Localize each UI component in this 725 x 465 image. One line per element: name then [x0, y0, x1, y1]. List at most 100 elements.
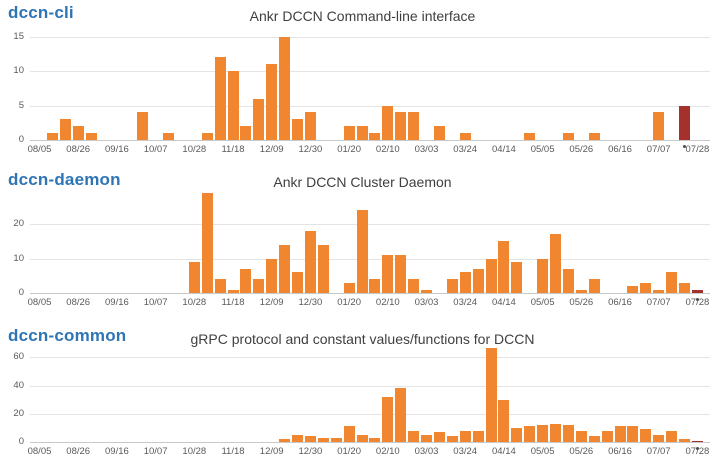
x-axis-label-05/05: 05/05: [530, 144, 555, 155]
y-axis-label: 20: [13, 407, 24, 419]
x-axis-label-12/09: 12/09: [259, 144, 284, 155]
y-axis-label: 10: [13, 252, 24, 264]
highlight-bar-07/28: [691, 440, 703, 442]
bar-02/10: [382, 105, 394, 140]
bar-07/21: [679, 439, 690, 442]
x-axis-label-01/20: 01/20: [337, 297, 361, 308]
x-axis-label-06/16: 06/16: [608, 144, 632, 155]
bar-11/18: [227, 289, 239, 293]
chart-title-dccn-cli: Ankr DCCN Command-line interface: [249, 8, 476, 24]
bar-03/10: [433, 126, 445, 140]
bar-02/10: [382, 255, 394, 293]
x-axis-label-06/16: 06/16: [608, 297, 632, 308]
x-axis-label-02/10: 02/10: [375, 297, 400, 308]
current-week-dot: [695, 446, 699, 450]
bar-04/07: [485, 258, 497, 293]
bar-05/19: [562, 425, 574, 442]
x-axis-label-07/28: 07/28: [685, 144, 710, 155]
bar-02/03: [369, 133, 381, 140]
repo-link-dccn-daemon[interactable]: dccn-daemon: [8, 170, 121, 189]
x-axis-label-11/18: 11/18: [221, 144, 245, 155]
gridline-y20: [30, 413, 710, 415]
bar-05/05: [537, 258, 549, 293]
bar-02/03: [369, 437, 381, 442]
x-axis-label-01/20: 01/20: [337, 446, 361, 457]
gridline-y5: [30, 105, 710, 107]
bar-03/31: [472, 268, 484, 293]
current-week-dot: [695, 297, 699, 301]
gridline-y10: [30, 71, 710, 72]
y-axis-label: 15: [13, 30, 24, 42]
bar-12/23: [292, 434, 303, 442]
bar-02/24: [408, 112, 420, 140]
bar-11/25: [240, 126, 252, 140]
x-axis-label-05/26: 05/26: [569, 297, 594, 308]
bar-04/21: [511, 427, 523, 442]
bar-08/12: [46, 133, 58, 140]
x-axis-label-10/28: 10/28: [182, 446, 207, 457]
bar-11/04: [201, 192, 213, 293]
bar-07/07: [653, 112, 665, 140]
bar-03/31: [472, 430, 484, 442]
bar-12/16: [279, 439, 291, 442]
y-axis-label: 60: [13, 351, 24, 363]
x-axis-label-11/18: 11/18: [221, 297, 245, 308]
x-axis-label-06/16: 06/16: [608, 446, 632, 457]
bar-03/17: [446, 436, 458, 442]
bar-11/18: [227, 71, 239, 140]
x-axis-label-07/28: 07/28: [685, 446, 710, 457]
bar-01/06: [317, 244, 329, 293]
bar-03/03: [421, 289, 432, 293]
bar-01/27: [356, 210, 368, 293]
x-axis-label-03/03: 03/03: [414, 297, 439, 308]
bar-05/12: [550, 234, 561, 293]
bar-07/07: [653, 289, 665, 293]
repo-link-dccn-cli[interactable]: dccn-cli: [8, 3, 74, 22]
x-axis-label-10/07: 10/07: [143, 144, 168, 155]
y-axis-label: 10: [13, 65, 24, 76]
y-axis-label: 5: [18, 99, 24, 111]
x-axis-label-05/05: 05/05: [530, 446, 555, 457]
x-axis-label-11/18: 11/18: [221, 446, 245, 457]
x-axis-label-05/26: 05/26: [569, 144, 594, 155]
bar-03/03: [421, 434, 432, 442]
bar-04/21: [511, 261, 523, 293]
bar-12/30: [304, 112, 316, 140]
bar-02/10: [382, 396, 394, 442]
bar-05/26: [575, 430, 587, 442]
bar-03/10: [433, 432, 445, 442]
bar-12/02: [253, 98, 265, 140]
bar-02/24: [408, 279, 420, 293]
bar-03/24: [459, 272, 471, 293]
bar-12/23: [292, 272, 303, 293]
gridline-y60: [30, 357, 710, 359]
bar-07/21: [679, 282, 690, 293]
bar-02/17: [395, 112, 407, 140]
bar-07/07: [653, 434, 665, 442]
x-axis-label-02/10: 02/10: [375, 144, 400, 155]
x-axis-label-04/14: 04/14: [492, 446, 516, 457]
bar-04/07: [485, 347, 497, 442]
y-axis-label: 40: [13, 379, 24, 391]
repo-link-dccn-common[interactable]: dccn-common: [8, 326, 127, 345]
x-axis-label-08/26: 08/26: [66, 297, 91, 308]
x-axis-label-12/09: 12/09: [259, 297, 284, 308]
bar-12/30: [304, 436, 316, 442]
bar-06/02: [588, 279, 600, 293]
bar-06/23: [627, 426, 639, 442]
bar-12/30: [304, 230, 316, 293]
bar-01/20: [343, 282, 355, 293]
x-axis-label-05/05: 05/05: [530, 297, 555, 308]
x-axis-label-03/03: 03/03: [414, 144, 439, 155]
current-week-dot: [683, 144, 686, 148]
x-axis-label-09/16: 09/16: [105, 144, 129, 155]
x-axis-label-02/10: 02/10: [375, 446, 400, 457]
x-axis-label-12/30: 12/30: [298, 144, 323, 155]
bar-01/20: [343, 426, 355, 442]
bar-06/02: [588, 436, 600, 442]
x-axis-label-07/07: 07/07: [646, 144, 671, 155]
x-axis-label-03/24: 03/24: [453, 144, 478, 155]
bar-02/24: [408, 430, 420, 442]
bar-09/02: [85, 133, 97, 140]
x-axis-label-07/28: 07/28: [685, 297, 710, 308]
